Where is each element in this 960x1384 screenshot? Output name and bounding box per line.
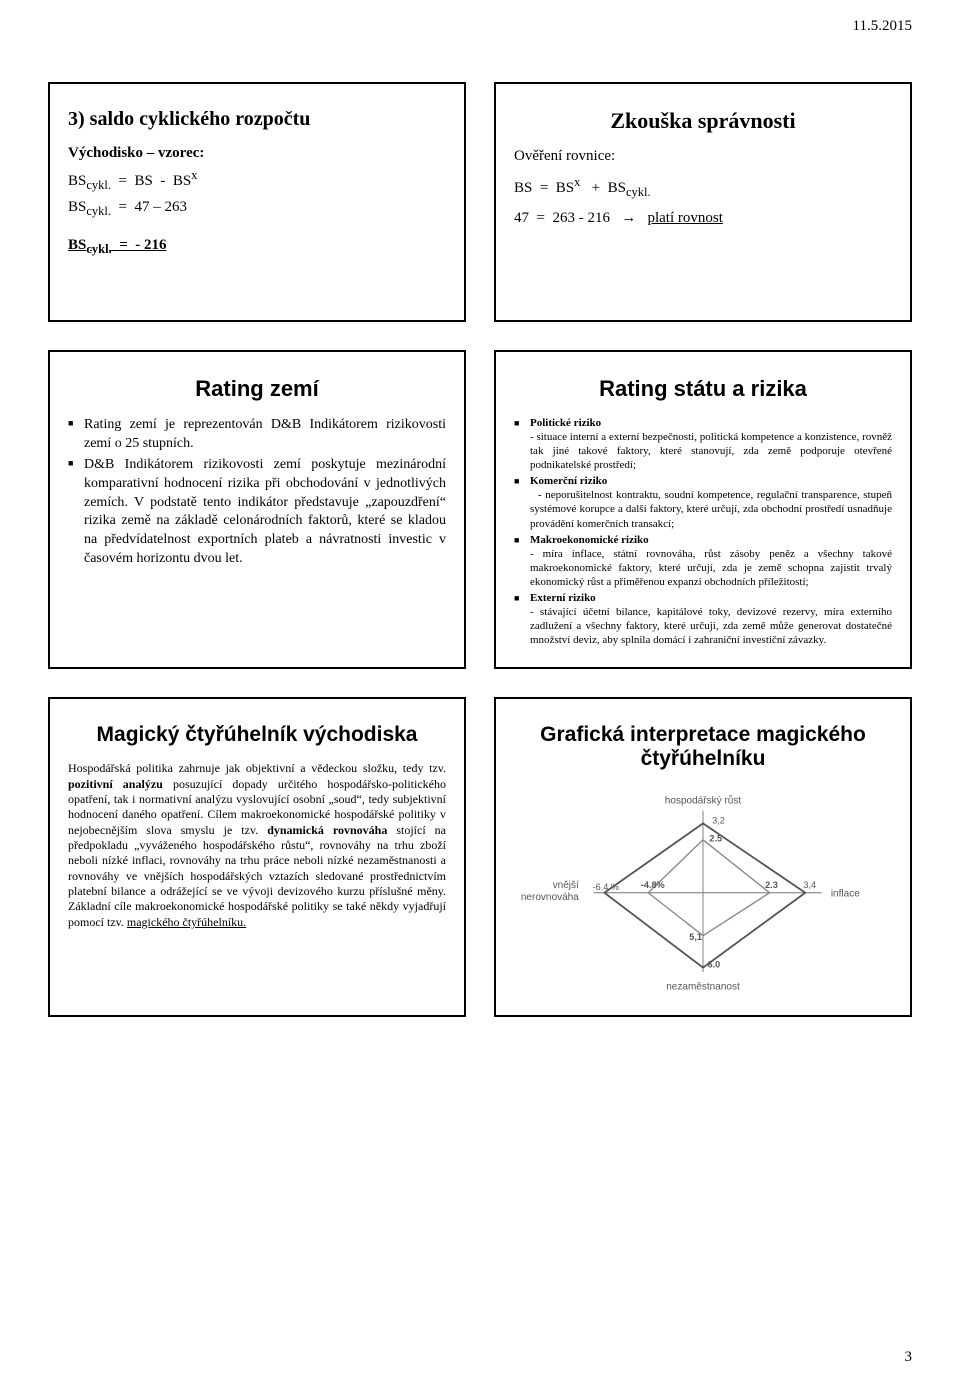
rating-statu-list: Politické riziko - situace interní a ext…: [514, 416, 892, 647]
outer-polygon: [604, 824, 805, 968]
saldo-eq1: BScykl. = BS - BSx: [68, 168, 446, 193]
saldo-body: Východisko – vzorec: BScykl. = BS - BSx …: [68, 145, 446, 257]
tick-bottom-outer: 6.0: [708, 960, 721, 970]
panel-title: Grafická interpretace magického čtyřúhel…: [514, 723, 892, 771]
zkouska-eq1: BS = BSx + BScykl.: [514, 175, 892, 200]
tick-right-inner: 2.3: [765, 880, 778, 890]
list-item: Externí riziko - stávající účetní bilanc…: [514, 591, 892, 647]
panel-magicky: Magický čtyřúhelník východiska Hospodářs…: [48, 697, 466, 1017]
radar-chart: hospodářský růst inflace nezaměstnanost …: [514, 785, 892, 995]
list-item: Makroekonomické riziko - míra inflace, s…: [514, 533, 892, 589]
panel-zkouska: Zkouška správnosti Ověření rovnice: BS =…: [494, 82, 912, 322]
list-item: D&B Indikátorem rizikovosti zemí poskytu…: [68, 456, 446, 569]
list-item: Komerční riziko - neporušitelnost kontra…: [514, 474, 892, 530]
risk-head: Komerční riziko: [530, 475, 607, 487]
axis-label-left-1: vnější: [553, 880, 579, 891]
tick-bottom-inner: 5,1: [689, 932, 702, 942]
risk-body: - stávající účetní bilance, kapitálové t…: [530, 606, 892, 646]
panel-saldo: 3) saldo cyklického rozpočtu Východisko …: [48, 82, 466, 322]
panel-rating-zemi: Rating zemí Rating zemí je reprezentován…: [48, 350, 466, 669]
axis-label-left-2: nerovnováha: [521, 892, 579, 903]
risk-body: - neporušitelnost kontraktu, soudní komp…: [530, 488, 892, 530]
tick-left-outer: -6.4 %: [593, 882, 619, 892]
inner-polygon: [648, 840, 769, 936]
tick-top-inner: 2.5: [709, 834, 722, 844]
risk-head: Externí riziko: [530, 592, 596, 604]
risk-body: - míra inflace, státní rovnováha, růst z…: [530, 548, 892, 588]
axis-label-bottom: nezaměstnanost: [666, 982, 740, 993]
tick-right-outer: 3,4: [803, 880, 816, 890]
saldo-eq3: BScykl. = - 216: [68, 237, 446, 257]
panel-title: Magický čtyřúhelník východiska: [68, 723, 446, 747]
panel-title: Zkouška správnosti: [514, 108, 892, 134]
radar-svg: hospodářský růst inflace nezaměstnanost …: [514, 785, 892, 995]
zkouska-body: Ověření rovnice: BS = BSx + BScykl. 47 =…: [514, 148, 892, 227]
list-item: Politické riziko - situace interní a ext…: [514, 416, 892, 472]
header-date: 11.5.2015: [853, 18, 912, 35]
rating-zemi-list: Rating zemí je reprezentován D&B Indikát…: [68, 416, 446, 569]
risk-head: Makroekonomické riziko: [530, 534, 649, 546]
slide-grid: 3) saldo cyklického rozpočtu Východisko …: [48, 82, 912, 1017]
panel-title: Rating zemí: [68, 376, 446, 402]
panel-rating-statu: Rating státu a rizika Politické riziko -…: [494, 350, 912, 669]
zkouska-line1: Ověření rovnice:: [514, 148, 892, 165]
axis-label-top: hospodářský růst: [665, 795, 742, 807]
zkouska-eq2: 47 = 263 - 216 → platí rovnost: [514, 210, 892, 227]
tick-top-outer: 3,2: [712, 816, 725, 826]
saldo-eq2: BScykl. = 47 – 263: [68, 199, 446, 219]
risk-head: Politické riziko: [530, 417, 601, 429]
panel-grafika: Grafická interpretace magického čtyřúhel…: [494, 697, 912, 1017]
panel-title: Rating státu a rizika: [514, 376, 892, 402]
panel-title: 3) saldo cyklického rozpočtu: [68, 108, 446, 131]
saldo-line1: Východisko – vzorec:: [68, 145, 446, 162]
page-number: 3: [905, 1349, 913, 1366]
risk-body: - situace interní a externí bezpečnosti,…: [530, 431, 892, 471]
tick-left-inner: -4.8%: [641, 880, 665, 890]
axis-label-right: inflace: [831, 889, 860, 900]
magicky-body: Hospodářská politika zahrnuje jak objekt…: [68, 761, 446, 930]
list-item: Rating zemí je reprezentován D&B Indikát…: [68, 416, 446, 454]
